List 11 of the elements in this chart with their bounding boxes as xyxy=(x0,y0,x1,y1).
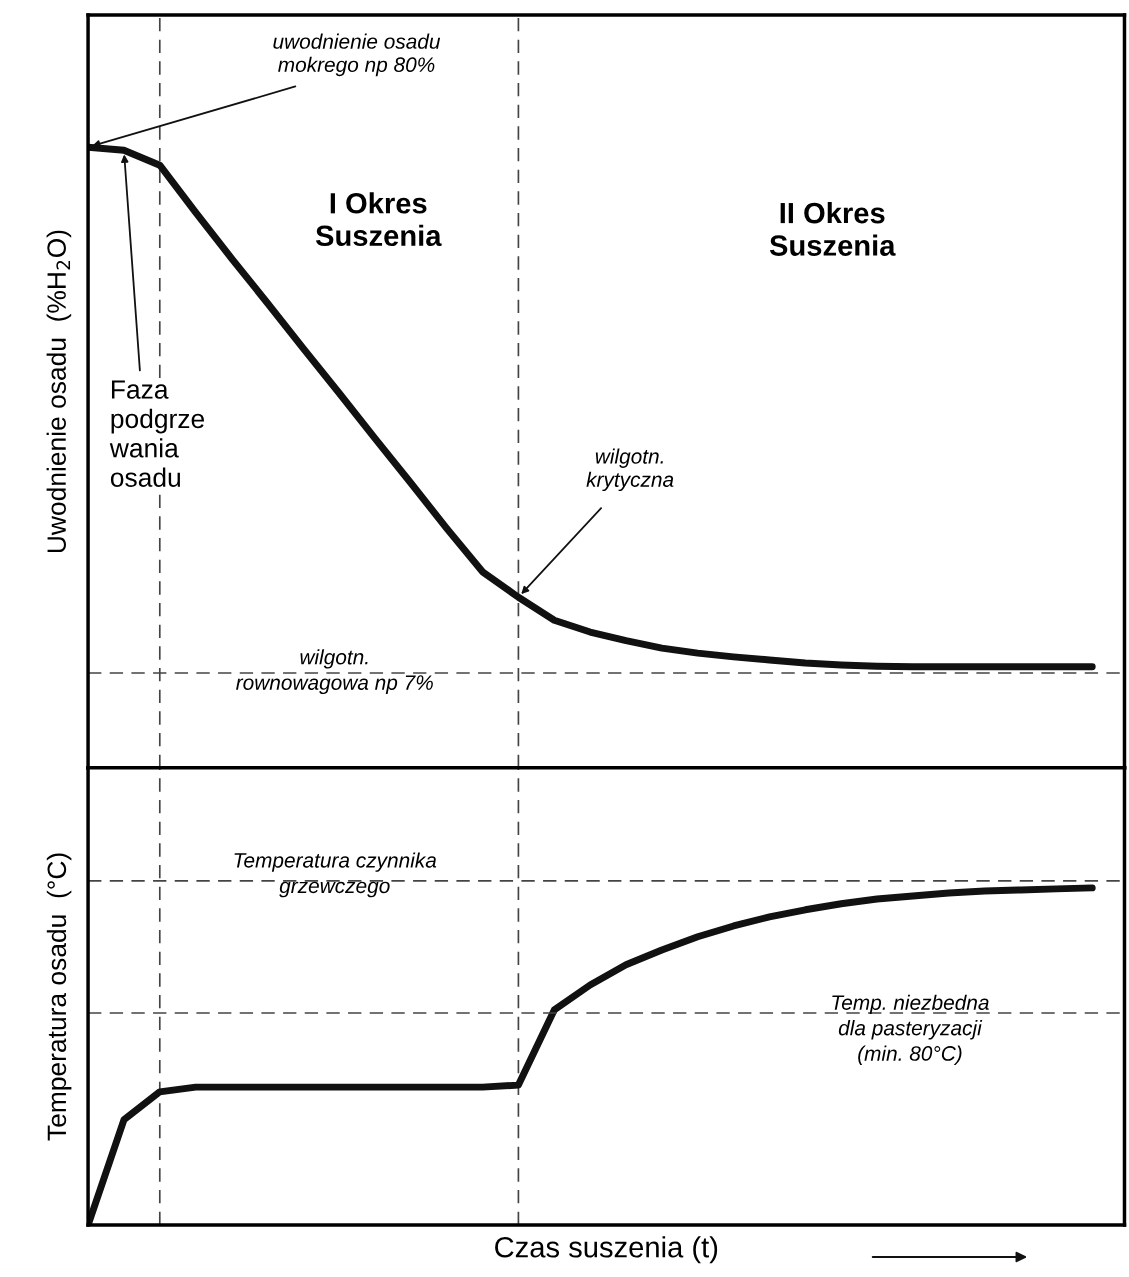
annotation: I Okres Suszenia xyxy=(315,192,442,247)
y-axis-title: Temperatura osadu (°C) xyxy=(46,853,72,1141)
annotation: Faza podgrze wania osadu xyxy=(109,380,205,487)
annotation: II Okres Suszenia xyxy=(769,201,896,256)
ref-line-label: Temp. niezbedna dla pasteryzacji (min. 80°C) xyxy=(832,994,989,1065)
x-axis-title: Czas suszenia (t) xyxy=(495,1236,718,1264)
y-axis-title: Uwodnienie osadu (%H$_{2}$O) xyxy=(46,230,72,553)
ref-line-label: Temperatura czynnika grzewczego xyxy=(234,852,437,898)
text: uwodnienie osadu mokrego np 80% xyxy=(273,33,441,77)
ref-line-label: wilgotn. rownowagowa np 7% xyxy=(236,649,433,695)
annotation: wilgotn. krytyczna xyxy=(586,448,674,492)
